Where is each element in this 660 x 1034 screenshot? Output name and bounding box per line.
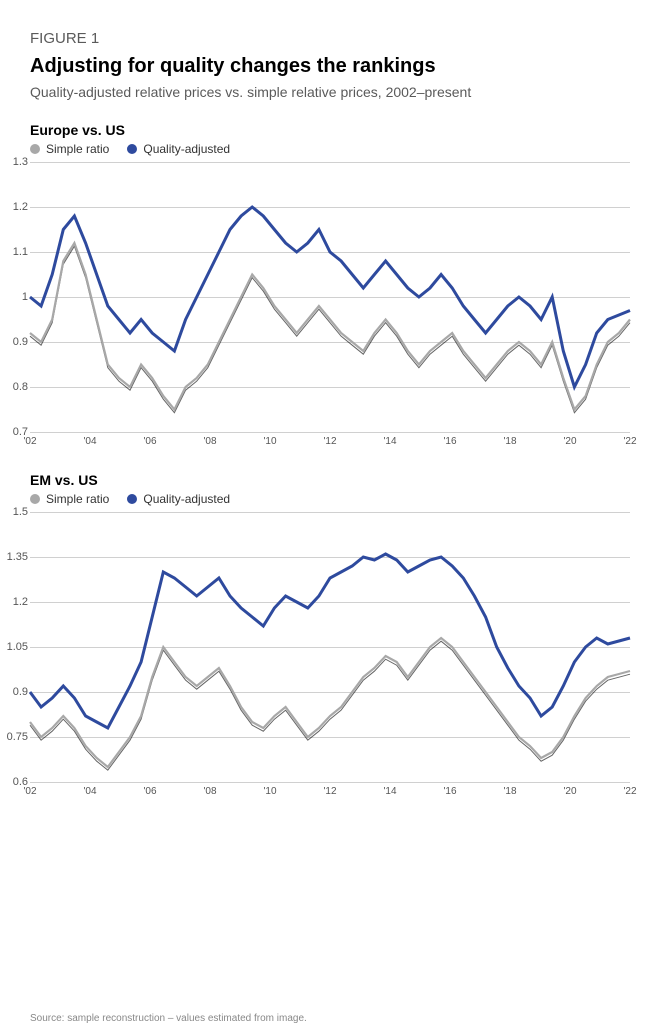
plot-region xyxy=(30,512,630,782)
series-a-shadow-line xyxy=(30,246,630,413)
chart-legend: Simple ratio Quality-adjusted xyxy=(30,142,630,156)
x-tick-label: '20 xyxy=(563,786,576,797)
legend-item: Quality-adjusted xyxy=(127,492,230,506)
chart-panel: Europe vs. US Simple ratio Quality-adjuste… xyxy=(30,122,630,462)
legend-marker xyxy=(30,144,40,154)
x-tick-label: '06 xyxy=(143,786,156,797)
legend-label: Quality-adjusted xyxy=(143,142,230,156)
y-axis: 0.70.80.911.11.21.3 xyxy=(0,162,28,432)
x-tick-label: '22 xyxy=(623,436,636,447)
y-tick-label: 1.5 xyxy=(0,506,28,518)
x-tick-label: '10 xyxy=(263,786,276,797)
y-tick-label: 0.75 xyxy=(0,731,28,743)
legend-label: Quality-adjusted xyxy=(143,492,230,506)
legend-marker xyxy=(127,494,137,504)
x-tick-label: '16 xyxy=(443,436,456,447)
legend-label: Simple ratio xyxy=(46,142,109,156)
figure-footer: Source: sample reconstruction – values e… xyxy=(30,1013,630,1024)
x-tick-label: '20 xyxy=(563,436,576,447)
y-axis: 0.60.750.91.051.21.351.5 xyxy=(0,512,28,782)
series-b-line xyxy=(30,207,630,387)
x-tick-label: '16 xyxy=(443,786,456,797)
legend-item: Simple ratio xyxy=(30,142,109,156)
x-tick-label: '10 xyxy=(263,436,276,447)
x-tick-label: '14 xyxy=(383,786,396,797)
legend-label: Simple ratio xyxy=(46,492,109,506)
y-tick-label: 1.2 xyxy=(0,596,28,608)
legend-item: Simple ratio xyxy=(30,492,109,506)
x-tick-label: '06 xyxy=(143,436,156,447)
y-tick-label: 0.9 xyxy=(0,686,28,698)
x-tick-label: '18 xyxy=(503,786,516,797)
y-tick-label: 1.1 xyxy=(0,246,28,258)
y-tick-label: 0.8 xyxy=(0,381,28,393)
y-tick-label: 1.05 xyxy=(0,641,28,653)
x-tick-label: '02 xyxy=(23,436,36,447)
x-tick-label: '14 xyxy=(383,436,396,447)
figure-label: FIGURE 1 xyxy=(30,30,630,47)
legend-marker xyxy=(127,144,137,154)
legend-item: Quality-adjusted xyxy=(127,142,230,156)
chart-svg xyxy=(30,512,630,782)
x-tick-label: '22 xyxy=(623,786,636,797)
y-tick-label: 1 xyxy=(0,291,28,303)
x-tick-label: '02 xyxy=(23,786,36,797)
legend-marker xyxy=(30,494,40,504)
chart-panel: EM vs. USSimple ratioQuality-adjusted0.6… xyxy=(30,472,630,812)
figure-subtitle: Quality-adjusted relative prices vs. sim… xyxy=(30,83,630,102)
y-tick-label: 1.2 xyxy=(0,201,28,213)
chart-svg xyxy=(30,162,630,432)
chart-legend: Simple ratio Quality-adjusted xyxy=(30,492,630,506)
x-tick-label: '18 xyxy=(503,436,516,447)
series-a-line xyxy=(30,243,630,410)
series-b-line xyxy=(30,554,630,728)
x-tick-label: '12 xyxy=(323,436,336,447)
x-tick-label: '08 xyxy=(203,786,216,797)
figure-header: FIGURE 1 Adjusting for quality changes t… xyxy=(0,0,660,112)
chart-area: 0.60.750.91.051.21.351.5'02'04'06'08'10'… xyxy=(30,512,630,812)
x-tick-label: '08 xyxy=(203,436,216,447)
y-tick-label: 0.9 xyxy=(0,336,28,348)
x-tick-label: '12 xyxy=(323,786,336,797)
x-axis: '02'04'06'08'10'12'14'16'18'20'22 xyxy=(30,782,630,812)
plot-region xyxy=(30,162,630,432)
panel-title: EM vs. US xyxy=(30,472,630,488)
x-axis: '02'04'06'08'10'12'14'16'18'20'22 xyxy=(30,432,630,462)
x-tick-label: '04 xyxy=(83,436,96,447)
y-tick-label: 1.3 xyxy=(0,156,28,168)
y-tick-label: 1.35 xyxy=(0,551,28,563)
panels-container: Europe vs. US Simple ratio Quality-adjuste… xyxy=(0,122,660,812)
chart-area: 0.70.80.911.11.21.3'02'04'06'08'10'12'14… xyxy=(30,162,630,462)
x-tick-label: '04 xyxy=(83,786,96,797)
panel-title: Europe vs. US xyxy=(30,122,630,138)
figure-title: Adjusting for quality changes the rankin… xyxy=(30,53,630,79)
